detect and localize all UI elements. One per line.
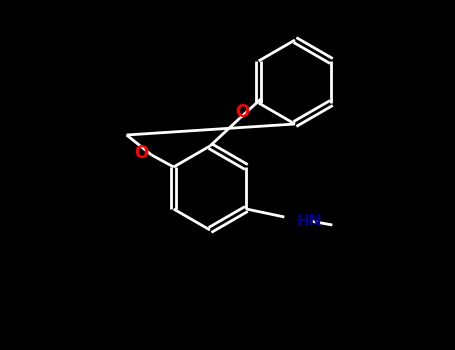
Text: O: O [235,103,249,121]
Text: O: O [135,144,149,162]
Text: HN: HN [296,214,322,229]
